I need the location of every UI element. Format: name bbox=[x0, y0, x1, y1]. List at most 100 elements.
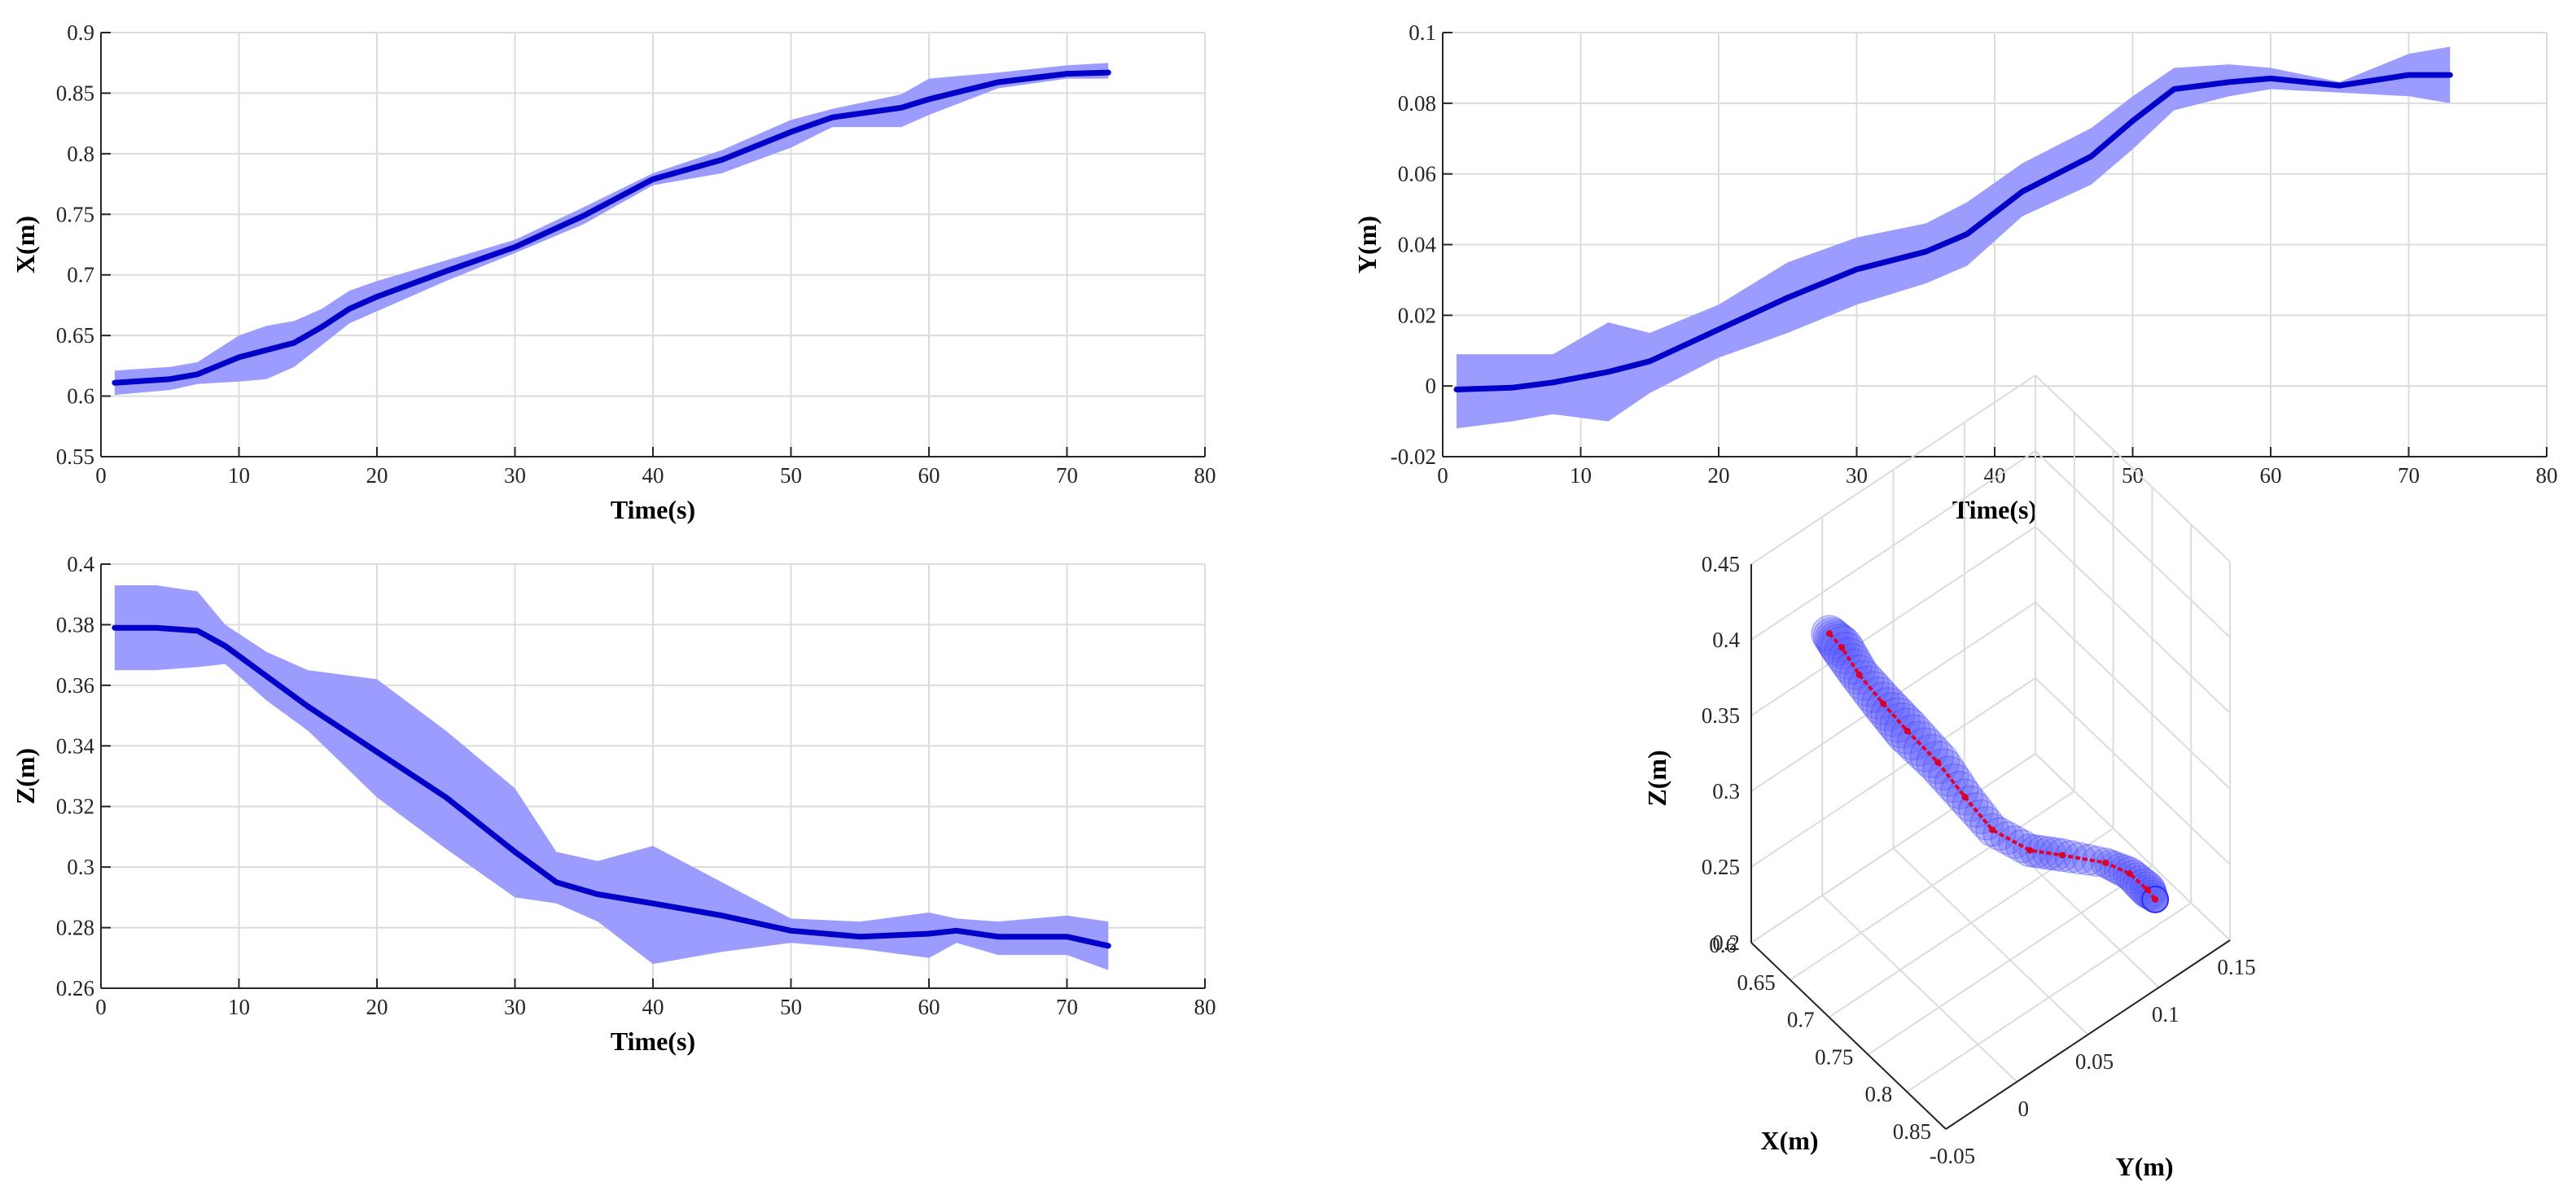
x-x-tick-label: 50 bbox=[780, 463, 802, 488]
y-x-tick-label: 10 bbox=[1570, 463, 1592, 488]
z-x-tick-label: 40 bbox=[642, 995, 664, 1019]
xyz3d-mean-point bbox=[1904, 728, 1911, 734]
xyz3d-z-tick-label: 0.4 bbox=[1712, 628, 1740, 652]
x-y-tick-label: 0.8 bbox=[67, 142, 94, 166]
xyz3d-z-tick-label: 0.2 bbox=[1712, 930, 1740, 955]
y-x-tick-label: 0 bbox=[1437, 463, 1448, 488]
z-y-tick-label: 0.26 bbox=[56, 976, 94, 1000]
y-y-tick-label: 0.04 bbox=[1398, 233, 1437, 257]
x-x-tick-label: 30 bbox=[504, 463, 526, 488]
x-x-tick-label: 10 bbox=[228, 463, 250, 488]
y-y-tick-label: 0.1 bbox=[1408, 20, 1436, 45]
xyz3d-variance-sphere bbox=[1843, 659, 1885, 702]
xyz3d-mean-point bbox=[1880, 700, 1887, 707]
y-x-tick-label: 70 bbox=[2398, 463, 2420, 488]
xyz3d-mean-point bbox=[1961, 794, 1969, 801]
z-y-tick-label: 0.34 bbox=[56, 733, 95, 758]
x-y-tick-label: 0.9 bbox=[67, 20, 94, 45]
xyz3d-floor-gridline bbox=[1892, 847, 2089, 1035]
xyz3d-x-tick-label: 0.85 bbox=[1893, 1119, 1931, 1144]
z-mean-line bbox=[112, 624, 1111, 949]
y-y-tick-label: 0.02 bbox=[1398, 303, 1436, 327]
x-y-tick-label: 0.6 bbox=[67, 384, 94, 409]
z-x-tick-label: 30 bbox=[504, 995, 526, 1019]
x-y-tick-label: 0.65 bbox=[56, 323, 94, 348]
z-x-tick-label: 50 bbox=[780, 995, 802, 1019]
y-y-tick-label: 0.06 bbox=[1398, 162, 1436, 186]
xyz3d-x-axis bbox=[1750, 942, 1947, 1130]
xyz3d-wall-gridline bbox=[1750, 677, 2036, 868]
xyz3d-y-tick-label: 0.15 bbox=[2217, 955, 2255, 979]
xyz3d-wall-gridline bbox=[1750, 753, 2036, 943]
xyz3d-wall-gridline bbox=[1750, 602, 2036, 792]
xyz3d-mean-point bbox=[2144, 886, 2151, 894]
xyz3d-wall-gridline bbox=[2035, 677, 2231, 865]
y-y-tick-label: 0.08 bbox=[1398, 91, 1436, 116]
z-y-tick-label: 0.28 bbox=[56, 916, 94, 940]
xyz3d-y-tick-label: 0.1 bbox=[2152, 1002, 2180, 1026]
xyz3d-mean-point bbox=[2152, 895, 2159, 903]
z-y-axis-label: Z(m) bbox=[11, 748, 40, 804]
xyz3d-x-tick-label: 0.6 bbox=[1709, 933, 1737, 957]
xyz3d-mean-point bbox=[2102, 859, 2109, 866]
xyz3d-variance-sphere bbox=[2072, 843, 2105, 876]
xyz3d-wall-gridline bbox=[2035, 602, 2231, 790]
x-x-tick-label: 0 bbox=[95, 463, 107, 488]
z-y-tick-label: 0.38 bbox=[56, 612, 94, 637]
x-mean-line bbox=[112, 69, 1111, 386]
z-y-tick-label: 0.4 bbox=[67, 552, 94, 576]
xyz3d-wall-gridline bbox=[2035, 526, 2231, 714]
xyz3d-wall-gridline bbox=[2035, 374, 2231, 562]
xyz3d-z-tick-label: 0.25 bbox=[1702, 855, 1740, 879]
xyz3d-y-tick-label: -0.05 bbox=[1930, 1144, 1975, 1168]
xyz3d-wall-gridline bbox=[1750, 374, 2036, 565]
xyz3d-mean-point bbox=[2126, 870, 2133, 878]
z-y-tick-label: 0.32 bbox=[56, 794, 94, 819]
x-x-tick-label: 70 bbox=[1056, 463, 1078, 488]
y-x-tick-label: 60 bbox=[2260, 463, 2282, 488]
xyz3d-variance-sphere bbox=[1909, 733, 1954, 779]
z-x-axis-label: Time(s) bbox=[611, 1026, 695, 1056]
z-y-tick-label: 0.36 bbox=[56, 673, 94, 698]
xyz3d-y-tick-label: 0 bbox=[2018, 1097, 2030, 1121]
y-y-tick-label: -0.02 bbox=[1391, 444, 1436, 469]
x-y-axis-label: X(m) bbox=[11, 216, 40, 274]
y-mean-line bbox=[1453, 72, 2453, 392]
xyz3d-mean-point bbox=[1826, 630, 1833, 637]
z-x-tick-label: 10 bbox=[228, 995, 250, 1019]
xyz3d-wall-gridline bbox=[2035, 753, 2231, 941]
xyz3d-wall-gridline bbox=[1750, 526, 2036, 716]
xyz3d-mean-point bbox=[1838, 644, 1846, 651]
x-variance-band bbox=[114, 63, 1109, 396]
z-x-tick-label: 80 bbox=[1194, 995, 1216, 1019]
xyz3d-x-tick-label: 0.65 bbox=[1737, 970, 1776, 995]
x-y-tick-label: 0.85 bbox=[56, 81, 94, 105]
z-y-tick-label: 0.3 bbox=[67, 855, 94, 879]
z-x-tick-label: 70 bbox=[1056, 995, 1078, 1019]
y-y-tick-label: 0 bbox=[1426, 374, 1437, 398]
xyz3d-z-tick-label: 0.45 bbox=[1702, 552, 1740, 576]
xyz3d-mean-point bbox=[1989, 826, 1996, 834]
xyz3d-z-tick-label: 0.3 bbox=[1712, 779, 1740, 803]
xyz3d-variance-sphere bbox=[2095, 849, 2127, 881]
xyz3d-mean-point bbox=[2058, 851, 2066, 859]
y-x-tick-label: 20 bbox=[1708, 463, 1730, 488]
x-x-tick-label: 80 bbox=[1194, 463, 1216, 488]
x-x-tick-label: 40 bbox=[642, 463, 664, 488]
x-y-tick-label: 0.75 bbox=[56, 202, 94, 226]
z-x-tick-label: 60 bbox=[918, 995, 940, 1019]
xyz3d-mean-trajectory bbox=[1828, 632, 2157, 901]
y-y-axis-label: Y(m) bbox=[1352, 216, 1382, 274]
xyz3d-z-tick-label: 0.35 bbox=[1702, 703, 1740, 728]
x-x-tick-label: 60 bbox=[918, 463, 940, 488]
x-y-tick-label: 0.55 bbox=[56, 444, 94, 469]
xyz3d-y-axis-label: Y(m) bbox=[2115, 1152, 2173, 1181]
y-x-tick-label: 80 bbox=[2536, 463, 2558, 488]
xyz3d-x-axis-label: X(m) bbox=[1760, 1126, 1818, 1155]
xyz3d-mean-point bbox=[1855, 671, 1863, 678]
xyz3d-wall-gridline bbox=[1750, 450, 2036, 641]
z-x-tick-label: 0 bbox=[95, 995, 107, 1019]
x-y-tick-label: 0.7 bbox=[67, 263, 94, 287]
xyz3d-floor-gridline bbox=[1821, 895, 2017, 1083]
